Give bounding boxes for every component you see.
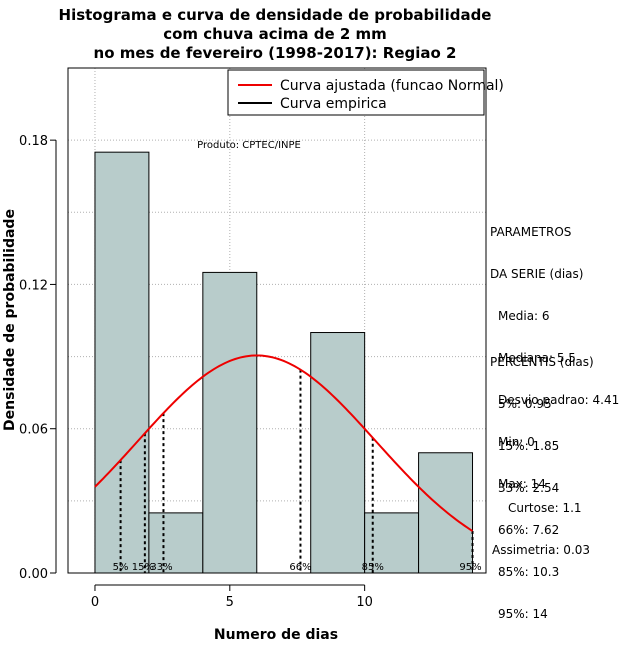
percentile-85: 85%: 10.3 <box>498 565 560 579</box>
percentile-15: 15%: 1.85 <box>498 439 560 453</box>
percentile-5: 5%: 0.95 <box>498 397 552 411</box>
y-tick-label: 0.06 <box>19 423 48 438</box>
x-axis-label: Numero de dias <box>214 627 338 643</box>
x-tick-label: 10 <box>356 595 373 610</box>
product-annotation: Produto: CPTEC/INPE <box>197 140 301 151</box>
y-axis-label: Densidade de probabilidade <box>2 209 18 431</box>
percentile-labels: 5% 15%33% 66% 85% 95% <box>113 562 482 573</box>
x-axis: 0 5 10 <box>91 584 373 610</box>
histogram-bar <box>94 151 150 574</box>
param-sd: Desvio padrao: 4.41 <box>498 393 620 407</box>
percentile-label: 95% <box>459 562 481 573</box>
chart-title-line-1: Histograma e curva de densidade de proba… <box>58 6 492 24</box>
percentile-label: 33% <box>150 562 172 573</box>
percentile-66: 66%: 7.62 <box>498 523 560 537</box>
skewness: Assimetria: 0.03 <box>492 543 591 557</box>
histogram-bar <box>202 271 258 574</box>
percentile-33: 33%: 2.54 <box>498 481 560 495</box>
param-min: Min: 0 <box>498 435 535 449</box>
plot-frame <box>67 67 487 574</box>
shape-stats: Curtose: 1.1 Assimetria: 0.03 <box>492 473 590 571</box>
histogram-bar <box>310 332 366 574</box>
legend-label-fit: Curva ajustada (funcao Normal) <box>280 78 504 94</box>
x-tick-label: 0 <box>91 595 99 610</box>
y-tick-label: 0.18 <box>19 134 48 149</box>
percentiles-block: PERCENTIS (dias) 5%: 0.95 15%: 1.85 33%:… <box>490 327 594 635</box>
params-heading-2: DA SERIE (dias) <box>490 267 584 281</box>
percentile-label: 5% <box>113 562 129 573</box>
x-tick-label: 5 <box>226 595 234 610</box>
kurtosis: Curtose: 1.1 <box>508 501 582 515</box>
y-tick-label: 0.12 <box>19 278 48 293</box>
percentile-label: 85% <box>362 562 384 573</box>
param-median: Mediana: 5.5 <box>498 351 576 365</box>
normal-fit-curve <box>94 354 474 532</box>
y-axis: 0.00 0.06 0.12 0.18 <box>19 134 57 582</box>
chart-title-line-3: no mes de fevereiro (1998-2017): Regiao … <box>93 44 457 62</box>
param-max: Max: 14 <box>498 477 546 491</box>
param-mean: Media: 6 <box>498 309 550 323</box>
percentile-lines <box>119 369 474 573</box>
percentile-label: 66% <box>289 562 311 573</box>
histogram-bar <box>148 512 204 574</box>
histogram-bar <box>418 452 474 574</box>
legend: Curva ajustada (funcao Normal) Curva emp… <box>227 69 504 116</box>
percentile-95: 95%: 14 <box>498 607 548 621</box>
params-heading-1: PARAMETROS <box>490 225 572 239</box>
chart-title-line-2: com chuva acima de 2 mm <box>163 25 387 43</box>
legend-label-empirical: Curva empirica <box>280 96 387 112</box>
y-tick-label: 0.00 <box>19 567 48 582</box>
percentile-label: 15% <box>132 562 154 573</box>
percentis-heading: PERCENTIS (dias) <box>490 355 594 369</box>
legend-box <box>227 69 485 116</box>
histogram-bars <box>94 151 474 574</box>
series-parameters: PARAMETROS DA SERIE (dias) Media: 6 Medi… <box>490 197 619 505</box>
